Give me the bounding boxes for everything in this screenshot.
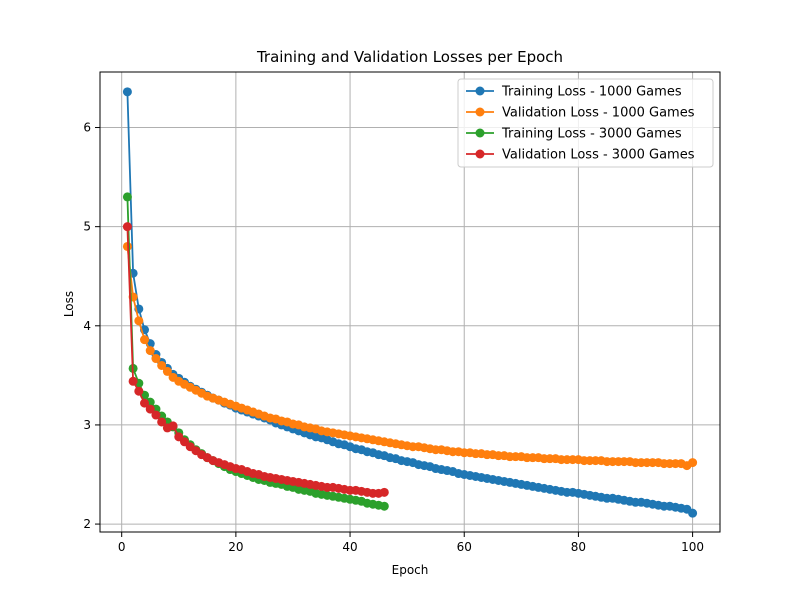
legend-item: Training Loss - 3000 Games <box>466 127 682 142</box>
y-tick-label: 5 <box>83 220 91 234</box>
x-tick-label: 20 <box>228 540 243 554</box>
legend-label: Validation Loss - 1000 Games <box>502 106 695 121</box>
legend-swatch-marker <box>475 149 485 159</box>
legend-item: Validation Loss - 1000 Games <box>466 106 695 121</box>
x-tick-label: 60 <box>457 540 472 554</box>
y-tick-label: 6 <box>83 121 91 135</box>
data-point <box>128 376 138 386</box>
x-axis-label: Epoch <box>392 563 429 577</box>
legend-swatch-marker <box>475 128 485 138</box>
legend-label: Training Loss - 1000 Games <box>501 85 682 100</box>
data-point <box>151 410 161 420</box>
data-point <box>122 222 132 232</box>
data-point <box>122 192 132 202</box>
legend-label: Training Loss - 3000 Games <box>501 127 682 142</box>
x-tick-label: 100 <box>681 540 704 554</box>
series-layer <box>122 87 698 518</box>
x-tick-label: 40 <box>342 540 357 554</box>
legend-label: Validation Loss - 3000 Games <box>502 148 695 163</box>
data-point <box>162 366 172 376</box>
data-point <box>122 87 132 97</box>
plot-frame <box>99 71 721 533</box>
data-point <box>151 354 161 364</box>
data-point <box>157 417 167 427</box>
data-point <box>145 346 155 356</box>
data-point <box>140 398 150 408</box>
data-point <box>379 487 389 497</box>
data-point <box>688 508 698 518</box>
legend-swatch-marker <box>475 107 485 117</box>
y-tick-label: 3 <box>83 418 91 432</box>
x-tick-label: 0 <box>118 540 126 554</box>
data-point <box>157 360 167 370</box>
data-point <box>168 421 178 431</box>
series-4 <box>122 222 389 498</box>
data-point <box>145 404 155 414</box>
data-point <box>134 386 144 396</box>
data-point <box>134 316 144 326</box>
data-point <box>379 501 389 511</box>
y-tick-label: 4 <box>83 319 91 333</box>
y-axis-label: Loss <box>62 291 76 317</box>
legend-item: Training Loss - 1000 Games <box>466 85 682 100</box>
legend-swatch-marker <box>475 86 485 96</box>
series-2 <box>122 241 698 471</box>
y-tick-label: 2 <box>83 517 91 531</box>
data-point <box>688 458 698 468</box>
legend-item: Validation Loss - 3000 Games <box>466 148 695 163</box>
legend-box <box>457 78 714 168</box>
chart-title: Training and Validation Losses per Epoch <box>256 48 563 66</box>
data-point <box>140 335 150 345</box>
x-tick-label: 80 <box>571 540 586 554</box>
axis-ticks: 0 20 40 60 80 100 2 3 4 5 6 <box>83 121 704 554</box>
legend: Training Loss - 1000 Games Validation Los… <box>457 78 714 168</box>
